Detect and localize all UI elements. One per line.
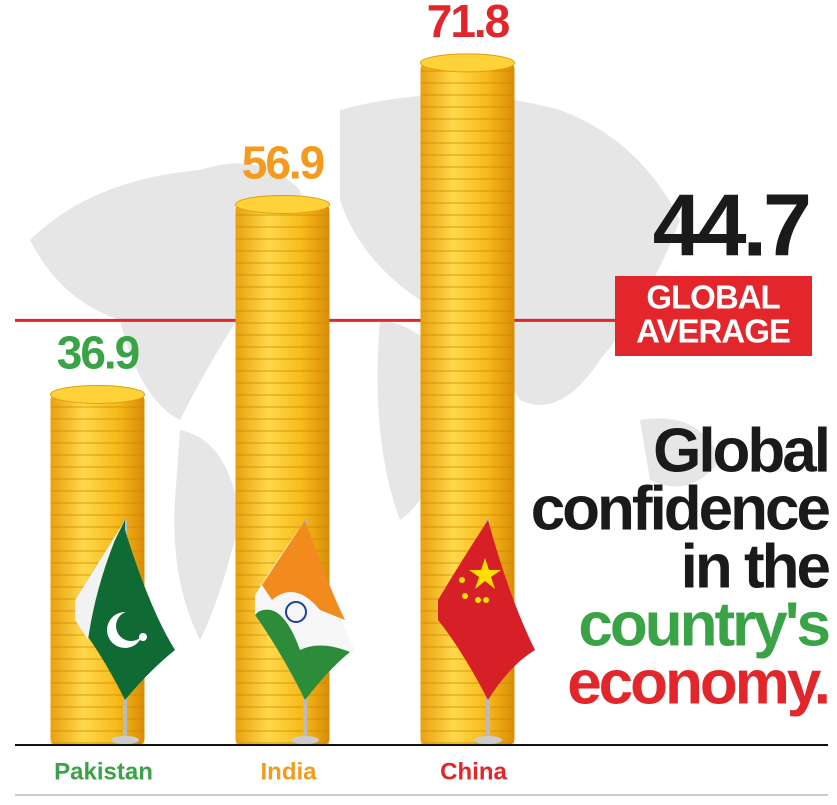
flags [75, 520, 535, 744]
title-line: economy. [567, 648, 828, 717]
value-label: 71.8 [427, 0, 510, 47]
title-line: Global [653, 416, 828, 485]
reference-label: GLOBAL [646, 279, 780, 316]
title-line: country's [578, 590, 828, 659]
value-label: 36.9 [57, 327, 139, 379]
flag-india [255, 520, 355, 744]
coin-top [420, 53, 515, 73]
reference-box [615, 276, 812, 356]
title-line: confidence [531, 474, 830, 543]
flag-pakistan [75, 520, 175, 744]
category-label: India [260, 758, 317, 785]
coin-top [50, 384, 145, 404]
coin-top [235, 194, 330, 214]
reference-value: 44.7 [653, 175, 809, 274]
reference-label: AVERAGE [636, 313, 790, 350]
category-label: Pakistan [54, 758, 153, 785]
value-label: 56.9 [242, 137, 324, 189]
flag-china [438, 520, 535, 744]
title-line: in the [681, 532, 830, 601]
category-label: China [440, 758, 507, 785]
